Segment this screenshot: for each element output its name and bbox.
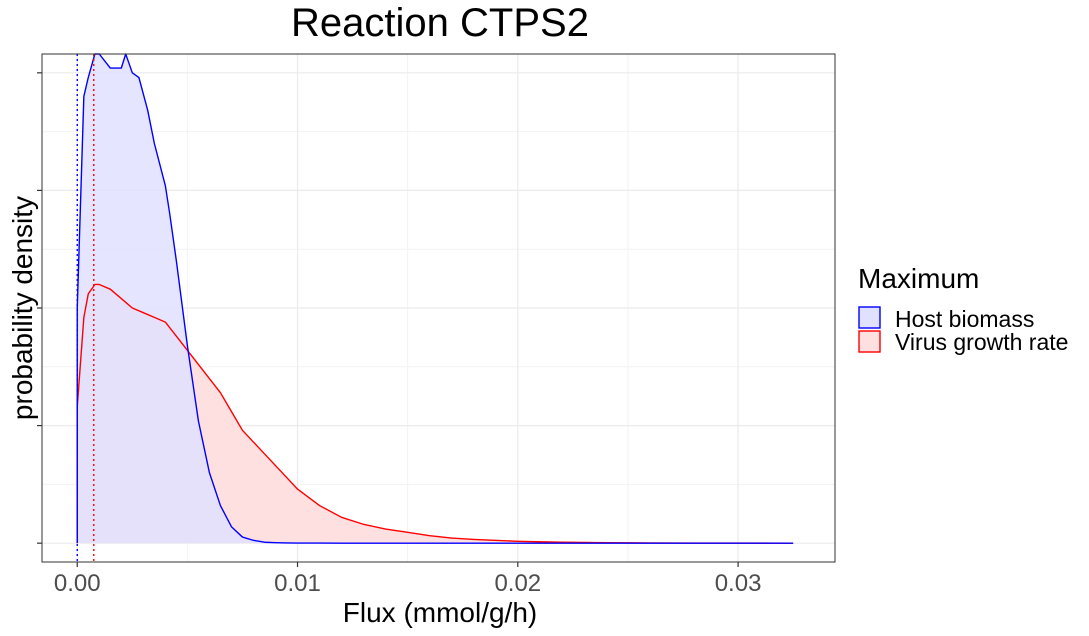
legend-key-host-biomass xyxy=(858,306,881,329)
x-tick-label: 0.03 xyxy=(715,570,762,597)
x-tick-label: 0.00 xyxy=(54,570,101,597)
legend-key-virus-growth-rate xyxy=(858,330,881,353)
y-axis-ticks xyxy=(37,72,42,544)
legend-label-virus-growth-rate: Virus growth rate xyxy=(895,329,1068,355)
legend: Maximum Host biomass Virus growth rate xyxy=(858,263,1068,355)
density-areas xyxy=(77,54,794,544)
density-line-host-biomass xyxy=(76,53,794,544)
density-area-virus-growth-rate xyxy=(77,284,794,544)
y-axis-title: probability density xyxy=(7,196,38,420)
x-axis-title: Flux (mmol/g/h) xyxy=(343,597,537,628)
x-tick-label: 0.02 xyxy=(494,570,541,597)
x-axis-ticks: 0.00 0.01 0.02 0.03 xyxy=(54,562,762,597)
x-tick-label: 0.01 xyxy=(274,570,321,597)
density-area-host-biomass xyxy=(77,54,794,544)
legend-label-host-biomass: Host biomass xyxy=(895,306,1034,332)
density-lines xyxy=(76,53,794,544)
density-line-virus-growth-rate xyxy=(76,283,794,544)
chart-title: Reaction CTPS2 xyxy=(291,1,589,45)
legend-title: Maximum xyxy=(858,263,979,294)
